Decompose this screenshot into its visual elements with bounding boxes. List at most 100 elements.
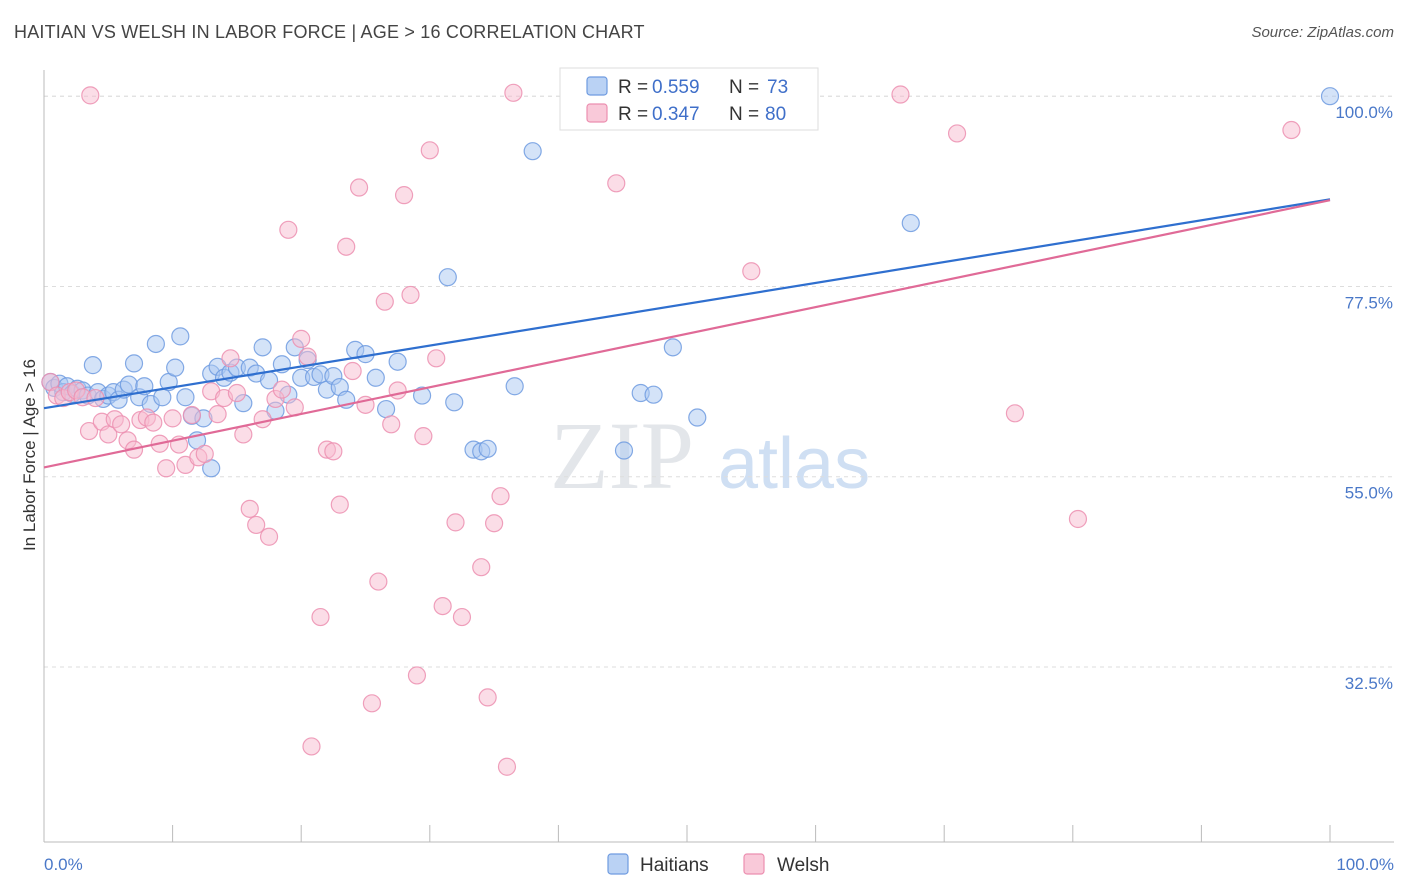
haitians-point: [523, 142, 542, 161]
welsh-point: [1005, 404, 1025, 423]
welsh-point: [947, 124, 967, 143]
welsh-point: [427, 349, 446, 368]
welsh-point: [240, 499, 259, 518]
welsh-point: [504, 83, 523, 102]
legend-welsh-swatch: [743, 853, 765, 875]
haitians-point: [644, 385, 663, 404]
haitians-point: [663, 338, 682, 357]
y-tick-label: 55.0%: [1345, 484, 1393, 503]
welsh-point: [414, 427, 433, 446]
gridlines: [44, 95, 1394, 668]
watermark: ZIP atlas: [550, 402, 870, 509]
haitians-trend-line: [43, 198, 1331, 410]
welsh-point: [330, 495, 349, 514]
welsh-point: [375, 292, 394, 311]
welsh-legend-swatch: [586, 103, 608, 123]
welsh-r-label: R =: [618, 104, 648, 125]
haitians-point: [614, 441, 634, 460]
x-tick-label-min: 0.0%: [44, 855, 83, 874]
welsh-point: [491, 487, 510, 506]
haitians-point: [376, 399, 396, 419]
welsh-n-label: N =: [729, 104, 759, 125]
welsh-point: [742, 262, 761, 281]
haitians-n-value: 73: [767, 77, 788, 98]
welsh-point: [253, 410, 272, 429]
welsh-point: [298, 347, 317, 366]
welsh-point: [208, 405, 227, 424]
chart-title: HAITIAN VS WELSH IN LABOR FORCE | AGE > …: [14, 22, 645, 42]
y-tick-label: 32.5%: [1345, 674, 1393, 693]
welsh-point: [369, 572, 388, 591]
welsh-point: [472, 558, 491, 577]
haitians-point: [253, 338, 272, 357]
haitians-points: [41, 87, 1340, 478]
haitians-r-label: R =: [618, 77, 648, 98]
y-axis-label: In Labor Force | Age > 16: [20, 359, 39, 551]
haitians-point: [176, 388, 195, 407]
welsh-point: [324, 442, 343, 461]
source-label: Source: ZipAtlas.com: [1251, 24, 1394, 41]
welsh-r-value: 0.347: [652, 104, 700, 125]
welsh-point: [1068, 509, 1088, 529]
welsh-point: [433, 596, 452, 616]
haitians-point: [1320, 87, 1340, 106]
x-ticks: [172, 825, 1331, 842]
welsh-point: [292, 329, 311, 348]
welsh-point: [227, 383, 246, 403]
x-tick-label-max: 100.0%: [1336, 855, 1394, 874]
welsh-point: [259, 527, 279, 546]
welsh-point: [272, 380, 292, 399]
haitians-point: [146, 334, 165, 354]
haitians-point: [166, 358, 185, 377]
welsh-point: [388, 381, 407, 400]
welsh-point: [182, 405, 201, 425]
welsh-point: [337, 237, 356, 256]
welsh-point: [279, 220, 298, 239]
haitians-point: [83, 356, 102, 375]
welsh-point: [79, 421, 99, 441]
welsh-point: [362, 694, 382, 713]
welsh-point: [607, 174, 626, 193]
axes: [43, 70, 1394, 843]
y-tick-label: 77.5%: [1345, 293, 1393, 312]
welsh-point: [144, 413, 163, 432]
welsh-trend-line: [43, 199, 1331, 469]
welsh-point: [497, 757, 517, 776]
welsh-point: [221, 349, 240, 368]
welsh-point: [407, 666, 427, 685]
welsh-point: [195, 444, 214, 463]
welsh-point: [302, 737, 321, 756]
haitians-n-label: N =: [729, 77, 759, 98]
stats-legend: R = 0.559 N = 73 R = 0.347 N = 80: [559, 67, 819, 131]
welsh-point: [349, 178, 369, 197]
haitians-point: [438, 268, 457, 287]
welsh-point: [234, 425, 253, 444]
welsh-point: [420, 141, 439, 160]
legend-haitians-swatch: [607, 853, 629, 875]
legend-welsh-label: Welsh: [777, 855, 829, 876]
y-tick-label: 100.0%: [1335, 103, 1393, 122]
y-tick-labels: 100.0% 77.5% 55.0% 32.5%: [1335, 103, 1393, 693]
haitians-point: [171, 327, 190, 346]
haitians-point: [366, 368, 385, 387]
haitians-point: [445, 393, 464, 412]
welsh-point: [247, 515, 266, 535]
welsh-point: [485, 514, 504, 533]
haitians-point: [901, 213, 920, 233]
haitians-legend-swatch: [586, 76, 608, 96]
haitians-point: [153, 388, 172, 407]
haitians-point: [478, 439, 497, 458]
welsh-point: [163, 409, 182, 428]
series-legend: Haitians Welsh: [607, 853, 829, 876]
welsh-point: [891, 85, 910, 104]
welsh-point: [452, 607, 472, 627]
welsh-point: [382, 415, 401, 434]
welsh-point: [343, 361, 362, 381]
welsh-point: [311, 607, 330, 627]
legend-haitians-label: Haitians: [640, 855, 709, 876]
haitians-point: [505, 377, 524, 396]
welsh-points: [41, 83, 1301, 776]
welsh-point: [401, 285, 420, 305]
welsh-point: [99, 425, 118, 444]
